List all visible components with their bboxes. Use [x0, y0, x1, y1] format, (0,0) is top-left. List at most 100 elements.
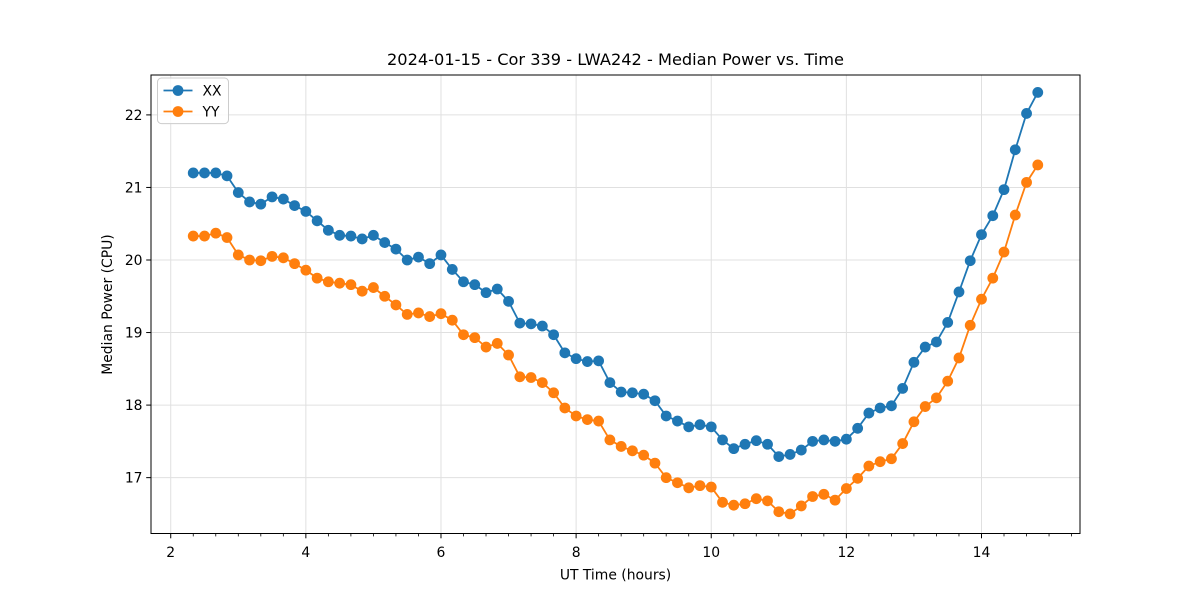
plot-border [150, 74, 1081, 534]
data-point-xx [852, 422, 864, 434]
data-point-yy [908, 416, 920, 428]
data-point-yy [717, 496, 728, 508]
legend: XX YY [157, 77, 229, 125]
x-axis-label: UT Time (hours) [560, 568, 671, 584]
data-point-xx [615, 386, 627, 398]
x-tick-label: 6 [437, 545, 446, 561]
data-point-xx [277, 193, 289, 205]
data-point-xx [424, 258, 436, 270]
data-point-yy [210, 227, 222, 239]
data-point-yy [931, 392, 942, 404]
data-point-yy [784, 508, 796, 520]
data-point-yy [683, 482, 695, 494]
data-point-xx [503, 295, 514, 307]
data-point-xx [728, 443, 740, 455]
data-point-yy [401, 309, 413, 320]
data-point-yy [244, 254, 255, 266]
y-tick-label: 17 [125, 471, 143, 487]
data-point-yy [705, 481, 717, 493]
data-point-xx [840, 433, 852, 445]
data-point-yy [266, 250, 278, 262]
data-point-yy [356, 285, 368, 297]
data-point-xx [559, 347, 571, 359]
data-point-xx [345, 230, 357, 242]
data-point-xx [931, 336, 942, 348]
data-point-xx [908, 356, 920, 368]
data-point-yy [987, 272, 999, 284]
data-point-yy [840, 483, 852, 494]
data-point-yy [277, 252, 289, 264]
data-point-yy [1032, 159, 1044, 171]
data-point-xx [1021, 108, 1032, 119]
data-point-xx [807, 435, 818, 447]
data-point-yy [897, 438, 909, 449]
data-point-xx [1032, 87, 1044, 98]
data-point-yy [199, 230, 210, 242]
data-point-xx [705, 421, 717, 433]
x-tick-label: 2 [166, 545, 175, 561]
grid-layer [151, 75, 1080, 534]
data-point-yy [649, 457, 661, 469]
data-point-xx [289, 200, 300, 211]
y-tick-label: 19 [125, 325, 143, 341]
data-point-yy [672, 477, 683, 489]
data-point-yy [1021, 176, 1032, 188]
data-point-yy [446, 314, 458, 326]
series-xx-line [192, 91, 1039, 458]
data-point-yy [289, 258, 300, 270]
data-point-xx [604, 377, 616, 388]
data-point-yy [469, 332, 481, 344]
data-point-yy [311, 272, 323, 284]
data-point-xx [311, 215, 323, 227]
data-point-xx [199, 167, 210, 179]
y-tick-label: 18 [125, 398, 143, 414]
data-point-xx [897, 383, 909, 394]
data-point-xx [717, 434, 728, 446]
y-tick-label: 20 [125, 253, 143, 269]
legend-label-xx: XX [203, 83, 223, 99]
data-point-xx [1009, 144, 1021, 156]
data-point-xx [368, 229, 379, 241]
data-point-xx [829, 435, 841, 447]
data-point-yy [660, 472, 672, 484]
data-point-yy [604, 434, 616, 446]
data-point-xx [221, 170, 233, 182]
data-point-yy [795, 500, 807, 512]
data-point-xx [964, 255, 976, 267]
data-point-yy [570, 410, 582, 422]
legend-marker-yy [172, 106, 184, 117]
data-point-yy [536, 377, 548, 388]
data-point-yy [739, 498, 751, 510]
data-point-yy [413, 307, 424, 319]
data-point-yy [762, 495, 773, 507]
chart-title: 2024-01-15 - Cor 339 - LWA242 - Median P… [387, 50, 844, 69]
data-point-xx [491, 283, 503, 295]
data-point-xx [987, 210, 999, 222]
data-point-yy [334, 277, 346, 289]
data-point-yy [829, 494, 841, 506]
data-point-xx [334, 229, 346, 241]
data-point-yy [953, 352, 965, 364]
data-point-yy [368, 282, 379, 293]
data-point-yy [322, 276, 334, 288]
data-point-yy [852, 472, 864, 484]
data-point-xx [210, 167, 222, 179]
data-point-xx [390, 243, 402, 255]
data-point-xx [266, 191, 278, 203]
data-point-xx [874, 402, 886, 414]
series-layer [187, 87, 1044, 520]
series-yy-points [187, 159, 1044, 520]
data-point-yy [807, 491, 818, 502]
series-xx-points [187, 87, 1044, 462]
data-point-xx [413, 251, 424, 263]
data-point-yy [503, 349, 514, 361]
data-point-xx [762, 438, 773, 450]
y-tick-label: 22 [125, 108, 143, 124]
data-point-xx [322, 224, 334, 236]
data-point-xx [638, 388, 650, 400]
data-point-xx [401, 254, 413, 266]
data-point-yy [255, 255, 267, 267]
data-point-yy [773, 506, 785, 518]
